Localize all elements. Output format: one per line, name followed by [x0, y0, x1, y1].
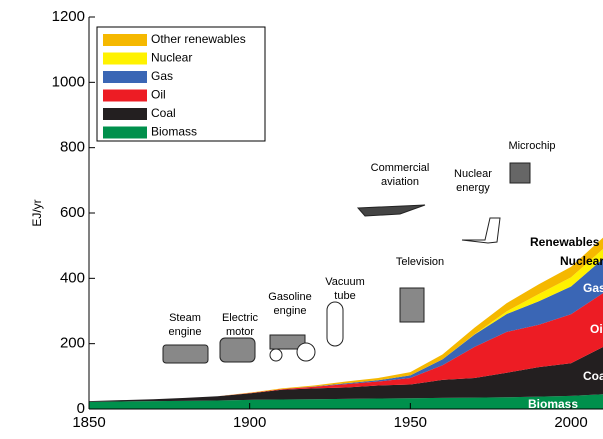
legend-label: Coal: [151, 106, 176, 120]
invention-label: energy: [456, 182, 490, 194]
legend-label: Gas: [151, 69, 173, 83]
invention-label: motor: [226, 326, 254, 338]
invention-label: tube: [334, 290, 355, 302]
side-label: Biomass: [528, 397, 578, 411]
invention-label: Vacuum: [325, 276, 365, 288]
legend-label: Other renewables: [151, 32, 246, 46]
y-tick-label: 1200: [52, 8, 85, 25]
legend-swatch: [103, 108, 147, 120]
invention-label: Television: [396, 256, 444, 268]
invention-label: aviation: [381, 176, 419, 188]
y-tick-label: 400: [60, 269, 85, 286]
legend-swatch: [103, 34, 147, 46]
invention-label: Electric: [222, 312, 259, 324]
side-label: Gas: [583, 281, 603, 295]
x-tick-label: 2000: [554, 414, 587, 431]
area: [89, 394, 603, 409]
y-tick-label: 1000: [52, 73, 85, 90]
legend-label: Biomass: [151, 125, 197, 139]
legend-label: Nuclear: [151, 51, 192, 65]
y-tick-label: 800: [60, 139, 85, 156]
area: [89, 347, 603, 402]
legend-label: Oil: [151, 88, 166, 102]
tv-icon: [399, 287, 425, 323]
invention-label: Gasoline: [268, 291, 311, 303]
side-label: Coal: [583, 369, 603, 383]
invention-label: Commercial: [371, 162, 430, 174]
car-icon: [269, 334, 306, 350]
side-label: Nuclear: [560, 254, 603, 268]
legend-swatch: [103, 89, 147, 102]
area: [89, 293, 603, 402]
legend-swatch: [103, 52, 147, 65]
y-tick-label: 600: [60, 204, 85, 221]
nuclear-icon: [461, 217, 501, 244]
steam-engine-icon: [162, 344, 209, 364]
y-axis-label: EJ/yr: [30, 199, 44, 226]
legend-swatch: [103, 71, 147, 83]
x-tick-label: 1900: [233, 414, 266, 431]
invention-label: engine: [273, 305, 306, 317]
invention-label: Steam: [169, 312, 201, 324]
icons: [162, 162, 531, 364]
y-tick-label: 0: [77, 400, 85, 417]
chip-icon: [509, 162, 531, 184]
invention-label: Nuclear: [454, 168, 492, 180]
side-label: Oil: [590, 322, 603, 336]
side-label: Renewables: [530, 235, 600, 249]
plane-icon: [356, 204, 426, 217]
x-tick-label: 1950: [394, 414, 427, 431]
area: [89, 258, 603, 402]
x-tick-label: 1850: [72, 414, 105, 431]
tube-icon: [326, 301, 344, 347]
y-tick-label: 200: [60, 335, 85, 352]
car-wheel: [296, 342, 316, 362]
invention-label: engine: [168, 326, 201, 338]
car-wheel: [269, 348, 283, 362]
legend-swatch: [103, 126, 147, 139]
invention-label: Microchip: [508, 140, 555, 152]
motor-icon: [219, 337, 256, 363]
